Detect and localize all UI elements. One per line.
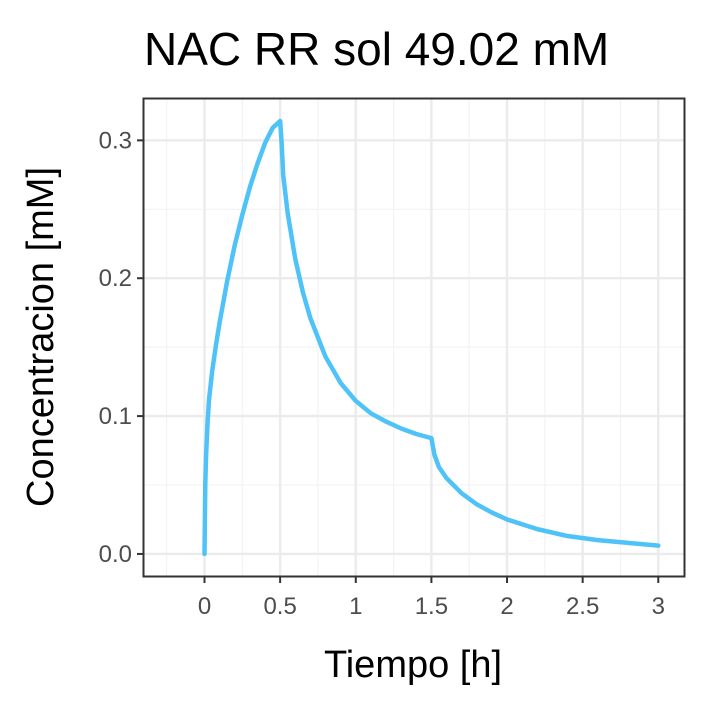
y-axis: 0.0 0.1 0.2 0.3 xyxy=(99,127,144,568)
y-tick-label: 0.0 xyxy=(99,541,132,568)
grid xyxy=(144,99,684,576)
x-tick-label: 0.5 xyxy=(263,593,296,620)
x-tick-label: 2 xyxy=(500,593,513,620)
concentration-line xyxy=(202,118,661,557)
y-tick-label: 0.1 xyxy=(99,403,132,430)
x-tick-label: 0 xyxy=(198,593,211,620)
chart-title: NAC RR sol 49.02 mM xyxy=(144,23,609,75)
series-layer xyxy=(202,118,661,557)
x-axis-label: Tiempo [h] xyxy=(324,644,502,686)
x-tick-label: 1.5 xyxy=(415,593,448,620)
x-tick-label: 1 xyxy=(349,593,362,620)
x-tick-label: 2.5 xyxy=(566,593,599,620)
y-tick-label: 0.2 xyxy=(99,265,132,292)
y-tick-label: 0.3 xyxy=(99,127,132,154)
x-tick-label: 3 xyxy=(652,593,665,620)
plot-panel xyxy=(142,97,686,578)
y-axis-label: Concentracion [mM] xyxy=(20,167,62,507)
x-axis: 0 0.5 1 1.5 2 2.5 3 xyxy=(198,576,665,620)
